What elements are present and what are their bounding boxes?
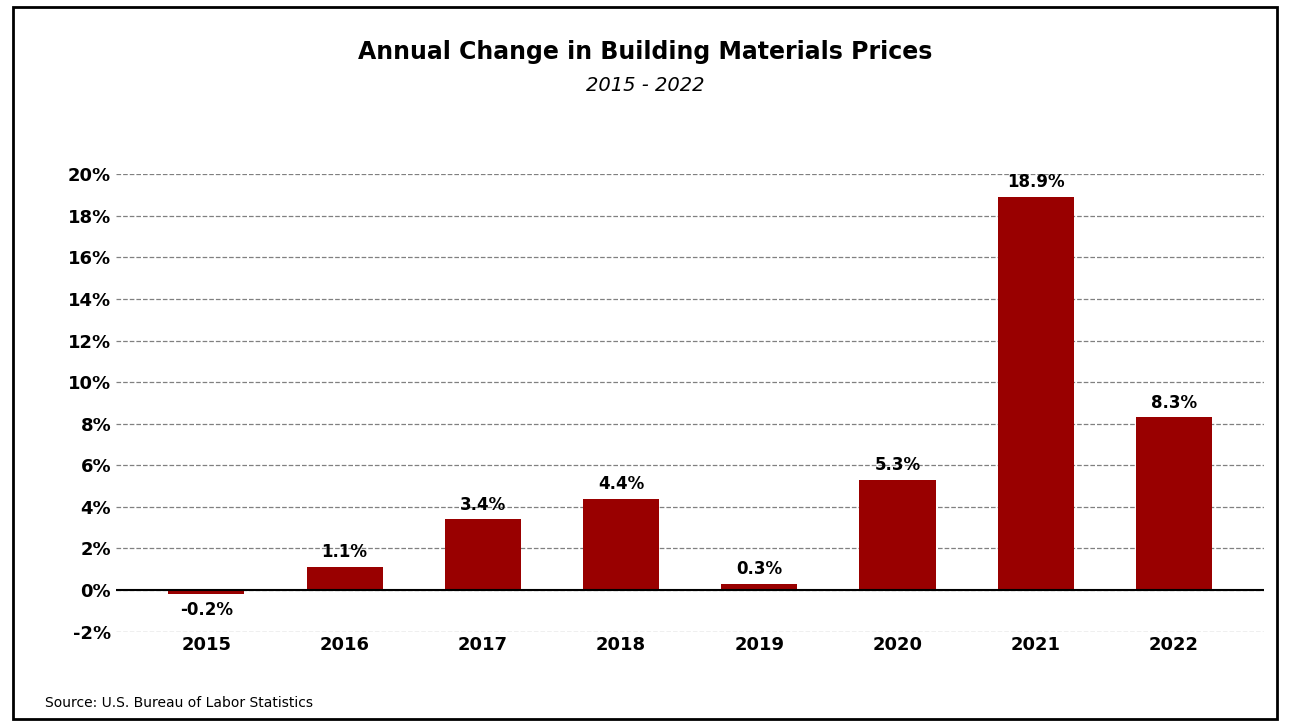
Text: 0.3%: 0.3% (737, 560, 782, 578)
Text: 1.1%: 1.1% (321, 543, 368, 561)
Text: 5.3%: 5.3% (875, 456, 921, 474)
Text: Annual Change in Building Materials Prices: Annual Change in Building Materials Pric… (357, 40, 933, 64)
Text: Source: U.S. Bureau of Labor Statistics: Source: U.S. Bureau of Labor Statistics (45, 696, 313, 710)
Text: 3.4%: 3.4% (459, 496, 506, 513)
Bar (859, 480, 935, 590)
Bar (168, 590, 244, 594)
Bar (445, 519, 521, 590)
Text: -0.2%: -0.2% (179, 601, 232, 619)
Bar (307, 567, 383, 590)
Bar (721, 584, 797, 590)
Text: 2015 - 2022: 2015 - 2022 (586, 76, 704, 95)
Bar (997, 197, 1073, 590)
Text: 18.9%: 18.9% (1007, 174, 1064, 191)
Bar (583, 499, 659, 590)
Bar (1136, 417, 1213, 590)
Text: 8.3%: 8.3% (1151, 393, 1197, 412)
Text: 4.4%: 4.4% (597, 475, 644, 493)
